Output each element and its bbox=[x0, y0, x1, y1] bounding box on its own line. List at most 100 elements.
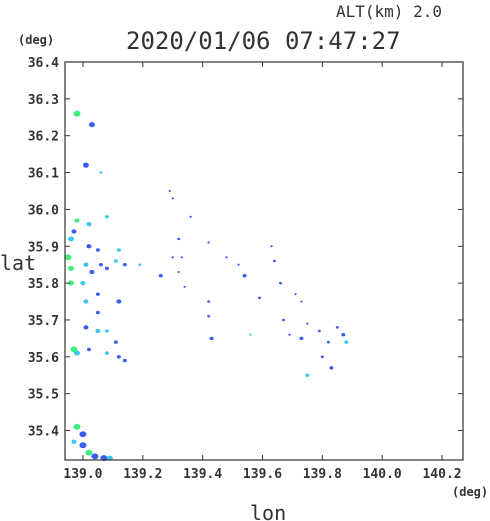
y-tick-label: 36.3 bbox=[28, 93, 59, 108]
data-point bbox=[116, 248, 121, 252]
data-point bbox=[98, 262, 103, 267]
data-point bbox=[294, 293, 297, 296]
data-point bbox=[189, 215, 192, 218]
data-point bbox=[344, 340, 349, 344]
data-point bbox=[104, 329, 109, 333]
data-point bbox=[104, 266, 109, 271]
data-point bbox=[73, 350, 80, 356]
data-point bbox=[326, 340, 330, 344]
data-point bbox=[207, 315, 211, 318]
data-point bbox=[67, 280, 74, 286]
y-tick-label: 35.4 bbox=[28, 425, 59, 440]
data-point bbox=[225, 256, 228, 259]
data-points bbox=[64, 110, 349, 462]
data-point bbox=[122, 358, 127, 363]
y-tick-label: 35.6 bbox=[28, 351, 59, 366]
data-point bbox=[209, 336, 214, 341]
x-tick-label: 139.4 bbox=[183, 467, 222, 482]
data-point bbox=[237, 263, 240, 266]
data-point bbox=[300, 300, 303, 303]
data-point bbox=[83, 325, 89, 330]
data-point bbox=[73, 110, 81, 117]
data-point bbox=[306, 322, 309, 325]
y-unit-label: (deg) bbox=[18, 33, 54, 47]
data-point bbox=[95, 292, 100, 296]
data-point bbox=[270, 245, 273, 248]
data-point bbox=[180, 256, 183, 259]
data-point bbox=[207, 241, 210, 244]
data-point bbox=[278, 281, 282, 285]
data-point bbox=[305, 373, 310, 377]
x-tick-label: 139.6 bbox=[243, 467, 282, 482]
data-point bbox=[335, 326, 339, 329]
data-point bbox=[73, 423, 81, 430]
data-point bbox=[88, 122, 95, 128]
data-point bbox=[341, 333, 346, 337]
data-point bbox=[71, 229, 77, 234]
data-point bbox=[320, 355, 324, 359]
y-tick-label: 36.2 bbox=[28, 130, 59, 145]
data-point bbox=[89, 269, 95, 275]
data-point bbox=[104, 351, 109, 355]
y-tick-label: 36.1 bbox=[28, 167, 59, 182]
data-point bbox=[288, 333, 291, 336]
data-point bbox=[158, 274, 163, 278]
x-tick-label: 140.2 bbox=[422, 467, 461, 482]
data-point bbox=[177, 237, 181, 241]
plot-frame bbox=[64, 61, 464, 461]
data-point bbox=[74, 218, 80, 223]
y-tick-label: 36.0 bbox=[28, 203, 59, 218]
data-point bbox=[67, 265, 74, 271]
y-tick-label: 35.9 bbox=[28, 240, 59, 255]
y-tick-label: 35.7 bbox=[28, 314, 59, 329]
data-point bbox=[242, 274, 247, 278]
data-point bbox=[122, 262, 127, 267]
data-point bbox=[329, 366, 334, 370]
data-point bbox=[86, 347, 91, 352]
x-tick-label: 139.0 bbox=[63, 467, 102, 482]
data-point bbox=[86, 244, 92, 249]
y-tick-label: 36.4 bbox=[28, 56, 59, 71]
data-point bbox=[113, 340, 118, 344]
data-point bbox=[67, 236, 74, 242]
data-point bbox=[82, 162, 89, 168]
data-point bbox=[171, 256, 174, 259]
data-point bbox=[91, 453, 99, 460]
data-point bbox=[168, 189, 171, 193]
y-tick-label: 35.8 bbox=[28, 277, 59, 292]
data-point bbox=[85, 449, 93, 456]
data-point bbox=[104, 215, 109, 219]
data-point bbox=[95, 328, 101, 334]
data-point bbox=[171, 197, 174, 200]
x-tick-label: 139.8 bbox=[303, 467, 342, 482]
x-tick-label: 139.2 bbox=[123, 467, 162, 482]
data-point bbox=[71, 439, 77, 444]
data-point bbox=[299, 336, 304, 341]
data-point bbox=[183, 285, 186, 288]
data-point bbox=[138, 263, 142, 266]
x-axis-label: lon bbox=[250, 501, 286, 521]
data-point bbox=[79, 431, 87, 438]
data-point bbox=[99, 171, 103, 174]
data-point bbox=[64, 254, 72, 261]
altitude-label: ALT(km) 2.0 bbox=[336, 2, 442, 21]
data-point bbox=[177, 271, 180, 274]
y-axis-label: lat bbox=[0, 251, 36, 275]
data-point bbox=[83, 262, 89, 267]
data-point bbox=[116, 355, 121, 359]
data-point bbox=[95, 310, 100, 315]
data-point bbox=[116, 299, 122, 304]
x-tick-label: 140.0 bbox=[363, 467, 402, 482]
x-unit-label: (deg) bbox=[452, 485, 488, 499]
chart-title-timestamp: 2020/01/06 07:47:27 bbox=[126, 27, 401, 55]
data-point bbox=[95, 248, 100, 252]
data-point bbox=[207, 300, 211, 303]
data-point bbox=[258, 296, 262, 300]
data-point bbox=[272, 259, 276, 263]
data-point bbox=[79, 442, 87, 449]
data-point bbox=[317, 329, 321, 333]
data-point bbox=[113, 259, 118, 263]
data-point bbox=[80, 280, 86, 286]
axis-ticks: 139.0 139.2 139.4 139.6 139.8 140.0 140.2 35.4 3… bbox=[28, 56, 463, 482]
